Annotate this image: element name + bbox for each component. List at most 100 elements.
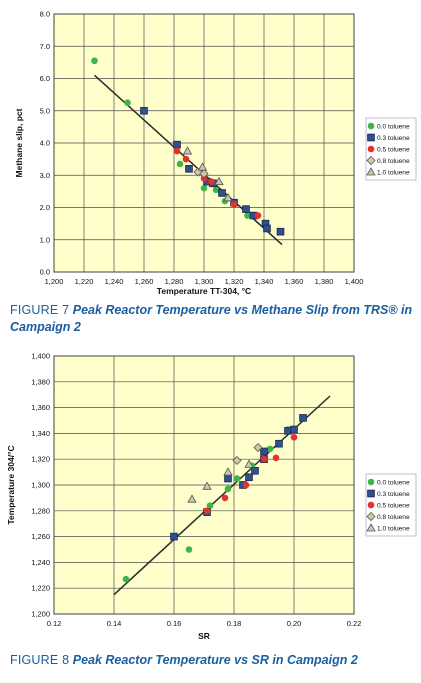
x-tick-label: 1,200 [45,277,64,286]
legend-marker-diamond [366,511,376,522]
data-point-circle [91,57,98,65]
x-tick-label: 1,320 [225,277,244,286]
y-tick-label: 1,340 [31,429,50,438]
data-point-circle [185,546,193,553]
figure-7-title: Peak Reactor Temperature vs Methane Slip… [10,303,413,334]
legend-label: 0.0 toluene [377,124,410,131]
data-point-triangle [202,481,212,490]
legend: 0.0 toluene 0.3 toluene 0.5 toluene 0.8 tol… [365,117,417,181]
data-point-square [242,205,250,213]
data-point-circle [254,212,262,219]
y-tick-label: 1,380 [31,377,50,386]
data-point-square [173,140,181,149]
legend-marker-circle [367,145,375,153]
legend-item: 0.3 toluene [367,489,410,498]
data-point-circle [176,160,184,168]
legend-item: 0.8 toluene [366,155,410,166]
legend-marker-diamond [366,155,376,166]
data-points [91,57,285,236]
legend-label: 0.5 toluene [377,503,410,510]
legend-item: 0.8 toluene [366,511,410,522]
x-tick-labels: 1,200 1,220 1,240 1,260 1,280 1,300 1,320 1,340… [45,277,364,286]
legend-item: 0.0 toluene [367,478,410,487]
data-point-diamond [199,169,209,179]
data-point-square [185,164,193,173]
chart-temperature-vs-sr: 0.12 0.14 0.16 0.18 0.20 0.22 1,200 1,220 1,240… [6,352,417,641]
data-point-circle [233,475,241,482]
y-axis-label: Methane slip, pct [14,108,24,177]
y-tick-label: 2.0 [40,203,50,212]
y-tick-label: 1,400 [31,352,50,361]
data-point-circle [206,502,214,509]
x-tick-label: 0.14 [107,619,122,628]
data-point-square [251,467,259,475]
data-point-circle [224,485,232,493]
x-axis-label: Temperature TT-304, °C [157,286,251,296]
data-point-diamond [253,443,263,453]
legend-marker-square [367,489,375,498]
data-point-square [140,106,148,115]
y-tick-label: 1,240 [31,558,50,567]
data-point-square [290,425,298,434]
figure-8-title: Peak Reactor Temperature vs SR in Campai… [72,653,358,667]
data-point-square [276,227,285,236]
y-tick-label: 6.0 [40,74,50,83]
data-point-triangle [223,193,233,202]
x-tick-label: 1,260 [135,277,154,286]
x-tick-label: 1,240 [105,277,124,286]
y-tick-label: 1,260 [31,532,50,541]
legend-marker-circle [367,501,375,509]
legend: 0.0 toluene 0.3 toluene 0.5 toluene 0.8 tol… [365,473,417,537]
y-tick-label: 7.0 [40,42,50,51]
data-point-circle [124,99,131,106]
data-point-square [224,474,232,483]
y-tick-label: 0.0 [40,268,50,277]
data-point-circle [230,200,238,208]
data-point-circle [244,212,251,219]
legend-item: 1.0 toluene [366,523,410,533]
y-tick-label: 5.0 [40,106,50,115]
y-tick-label: 8.0 [40,10,50,19]
data-point-circle [266,445,274,453]
x-tick-label: 0.20 [287,619,302,628]
data-point-triangle [197,162,208,171]
y-tick-label: 1,280 [31,506,50,515]
legend-label: 0.8 toluene [377,514,410,521]
data-point-triangle [187,494,197,503]
y-tick-label: 1,300 [31,481,50,490]
data-point-circle [182,155,190,163]
y-tick-label: 1,360 [31,403,50,412]
legend-item: 0.3 toluene [367,133,410,142]
data-point-square [245,473,253,482]
data-point-circle [173,147,181,155]
data-point-circle [200,184,208,192]
x-tick-label: 0.22 [347,619,362,628]
legend-marker-triangle [366,167,376,176]
legend-label: 0.3 toluene [377,135,410,142]
data-points [122,414,307,583]
x-tick-labels: 0.12 0.14 0.16 0.18 0.20 0.22 [47,619,362,628]
data-point-diamond [232,455,242,466]
x-tick-label: 1,340 [255,277,274,286]
legend-item: 0.5 toluene [367,501,410,510]
x-tick-label: 0.12 [47,619,62,628]
x-axis-label: SR [198,631,210,641]
data-point-circle [212,186,220,194]
x-tick-label: 0.18 [227,619,242,628]
grid-lines [53,13,355,273]
legend-label: 0.8 toluene [377,158,410,165]
chart-methane-slip: 1,200 1,220 1,240 1,260 1,280 1,300 1,320 1,340… [14,10,417,296]
legend-box [365,473,417,537]
data-point-triangle [182,146,193,155]
y-tick-label: 1.0 [40,235,50,244]
x-tick-label: 1,380 [315,277,334,286]
y-tick-label: 4.0 [40,139,50,148]
x-tick-label: 1,400 [345,277,364,286]
data-point-square [260,447,268,456]
figure-8-number: FIGURE 8 [10,653,70,667]
data-point-square [218,189,226,197]
y-tick-labels: 1,200 1,220 1,240 1,260 1,280 1,300 1,320 1,340… [31,352,50,619]
data-point-triangle [214,176,224,186]
legend-marker-circle [367,122,375,130]
data-point-square [299,414,307,422]
